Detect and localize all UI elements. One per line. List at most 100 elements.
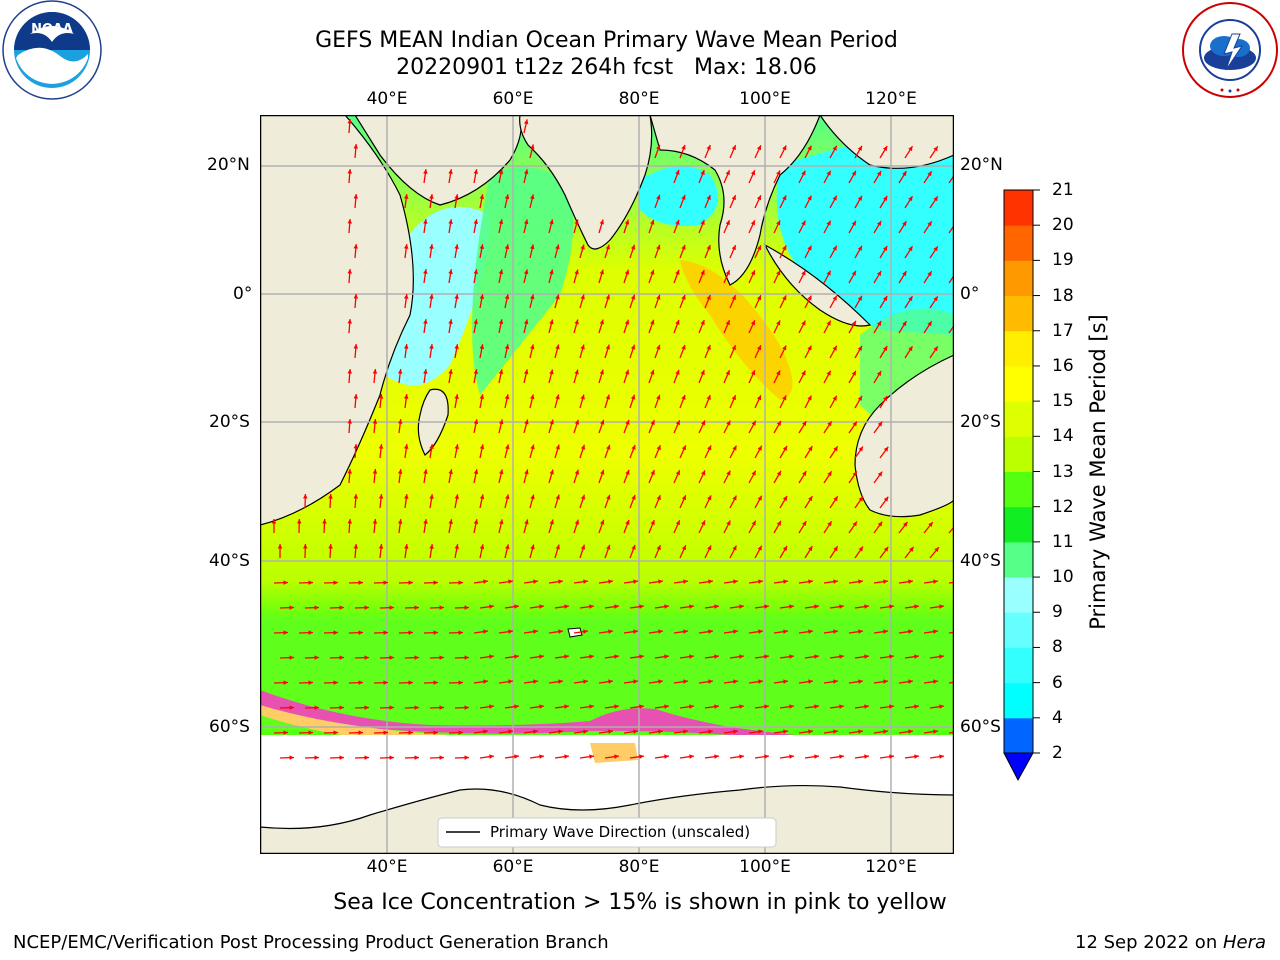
wave-arrow-head [808,446,813,452]
wave-arrow-head [733,679,738,684]
wave-arrow-head [751,520,756,526]
wave-arrow-head [826,220,831,226]
wave-arrow-head [908,246,913,252]
wave-arrow-head [378,494,384,499]
wave-arrow-head [514,654,519,659]
wave-arrow-head [808,629,813,634]
wave-arrow-head [908,629,913,634]
lat-label-left-20s: 20°S [209,412,250,432]
wave-arrow-head [857,345,862,351]
wave-arrow-head [389,705,394,710]
wave-arrow-head [448,319,453,324]
wave-arrow-head [650,420,655,426]
wave-arrow-head [630,244,636,250]
wave-arrow-head [364,705,369,710]
colorbar-tick-label: 4 [1052,707,1063,728]
wave-arrow-head [732,495,737,501]
wave-arrow-head [883,729,888,734]
wave-arrow-head [473,319,479,325]
wave-arrow-head [364,605,369,610]
wave-arrow-head [606,494,611,500]
wave-arrow-head [876,170,882,176]
wave-arrow-head [681,144,686,150]
wave-arrow-head [339,705,344,710]
wave-arrow-head [630,344,636,350]
wave-arrow-head [731,395,736,401]
wave-arrow-head [776,370,781,376]
wave-arrow-head [600,519,605,525]
wave-arrow-head [882,345,888,351]
wave-arrow-head [549,219,554,225]
wave-arrow-head [458,730,463,735]
colorbar-tick-label: 9 [1052,602,1063,623]
wave-arrow-head [347,369,353,374]
wave-arrow-head [423,469,428,474]
wave-arrow-head [549,319,554,325]
wave-arrow-head [927,221,932,227]
wave-arrow-head [625,469,630,475]
colorbar-tick-label: 14 [1052,426,1074,447]
wave-arrow-head [908,196,913,202]
wave-arrow-head [689,704,694,709]
wave-arrow-head [882,395,888,401]
wave-arrow-head [308,730,313,735]
wave-arrow-head [549,419,554,425]
wave-arrow-head [479,494,485,500]
sea-ice-note: Sea Ice Concentration > 15% is shown in … [333,890,947,915]
wave-arrow-head [681,194,686,200]
wave-arrow-head [939,654,944,659]
wave-arrow-head [314,705,319,710]
colorbar-segment [1004,612,1033,648]
wave-arrow-head [403,394,409,399]
wave-arrow-head [339,655,344,660]
wave-arrow-head [372,419,378,424]
wave-arrow-head [533,729,538,734]
wave-arrow-head [833,729,838,734]
wave-arrow-head [776,470,781,476]
wave-arrow-head [433,680,438,685]
wave-arrow-head [732,545,737,551]
wave-arrow-head [372,519,378,524]
wave-arrow-head [498,519,504,525]
wave-arrow-head [650,219,655,225]
wave-arrow-head [751,470,756,476]
wave-arrow-head [504,394,510,400]
wave-arrow-head [864,754,869,759]
wave-arrow-head [539,754,544,759]
wave-arrow-head [714,654,719,659]
wave-arrow-head [877,521,883,527]
wave-arrow [948,581,954,584]
lon-label-top-120e: 120°E [865,89,917,109]
wave-arrow-head [296,519,302,524]
colorbar-tick-label: 18 [1052,285,1074,306]
wave-arrow-head [555,294,560,300]
wave-direction-arrows [271,118,954,760]
wave-arrow-head [656,495,661,501]
wave-arrow-head [289,705,294,710]
wave-arrow-head [639,754,644,759]
wave-arrow-head [464,655,469,660]
wave-arrow-head [908,146,913,152]
wave-arrow-head [814,704,819,709]
wave-arrow-head [583,629,588,634]
wave-arrow-head [933,629,938,634]
wave-arrow-head [756,245,762,251]
wave-arrow-head [857,295,862,301]
wave-arrow-head [933,296,938,302]
wave-arrow-head [523,169,529,175]
wave-arrow-head [454,244,459,249]
map-legend: Primary Wave Direction (unscaled) [437,817,777,848]
colorbar-segment [1004,682,1033,719]
wave-arrow-head [707,445,712,451]
wave-arrow-head [614,704,619,709]
wave-arrow-head [808,496,813,502]
wave-arrow-head [353,344,359,349]
wave-arrow-head [408,680,413,685]
arabian-green-zone [472,167,574,395]
wave-arrow-head [347,419,352,424]
colorbar-under-triangle [1003,752,1034,782]
credit-date: 12 Sep 2022 on [1075,932,1223,953]
wave-arrow-head [708,629,713,634]
wave-arrow-head [433,630,438,635]
wave-arrow-head [580,394,585,400]
